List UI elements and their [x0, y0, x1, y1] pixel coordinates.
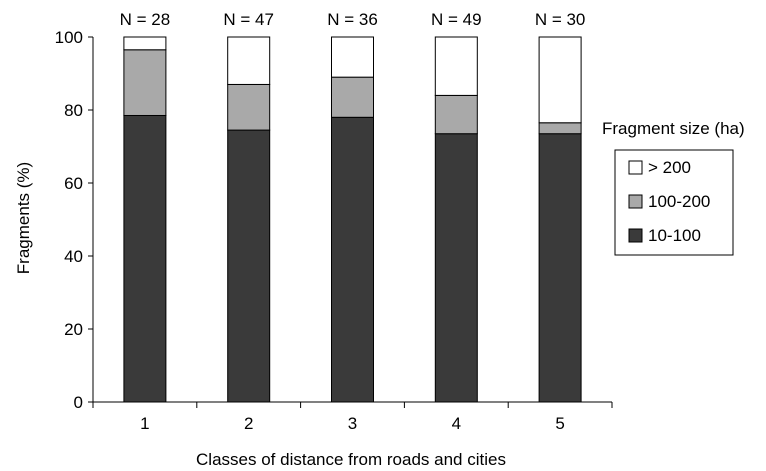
legend-label: 100-200	[648, 192, 710, 211]
legend-items: > 200 100-200 10-100	[628, 158, 710, 245]
legend-swatch	[628, 160, 643, 175]
legend-box	[614, 149, 734, 256]
count-label: N = 47	[223, 10, 274, 29]
y-tick-label: 100	[55, 28, 83, 47]
axes-layer	[88, 36, 613, 408]
bar-segment-2-class-4	[434, 94, 478, 135]
bar-segment-3-class-4	[434, 36, 478, 96]
x-tick-label: 3	[348, 414, 357, 433]
legend-label: > 200	[648, 158, 691, 177]
bar-segment-3-class-2	[227, 36, 271, 85]
bar-segment-2-class-2	[227, 83, 271, 131]
y-tick-label: 0	[74, 393, 83, 412]
legend-swatch	[628, 228, 643, 243]
y-tick-label: 80	[64, 101, 83, 120]
bar-segment-2-class-5	[538, 122, 582, 135]
y-tick-label: 60	[64, 174, 83, 193]
legend-label: 10-100	[648, 226, 701, 245]
x-tick-label: 1	[140, 414, 149, 433]
bar-segment-1-class-3	[331, 116, 374, 403]
x-tick-label: 2	[244, 414, 253, 433]
bar-segment-3-class-5	[538, 36, 582, 124]
bar-segment-1-class-2	[227, 129, 271, 403]
bar-segment-1-class-1	[123, 114, 167, 403]
bar-segment-3-class-1	[123, 36, 167, 51]
x-axis-title: Classes of distance from roads and citie…	[196, 450, 506, 469]
legend-swatch	[628, 194, 643, 209]
x-tick-label: 5	[555, 414, 564, 433]
y-tick-label: 40	[64, 247, 83, 266]
count-label: N = 36	[327, 10, 378, 29]
bar-segment-1-class-5	[538, 133, 582, 403]
y-tick-label: 20	[64, 320, 83, 339]
bar-segment-1-class-4	[434, 133, 478, 403]
bars-layer	[123, 36, 582, 403]
bar-segment-3-class-3	[331, 36, 374, 78]
legend-title: Fragment size (ha)	[602, 119, 745, 138]
x-tick-label: 4	[452, 414, 461, 433]
count-label: N = 49	[431, 10, 482, 29]
bar-segment-2-class-3	[331, 76, 374, 118]
bar-segment-2-class-1	[123, 49, 167, 116]
count-label: N = 30	[535, 10, 586, 29]
labels-layer: N = 28 1 N = 47 2 N = 36 3 N = 49 4 N = 30 5 0 20 40…	[55, 10, 586, 433]
legend: Fragment size (ha) > 200 100-200 10-100	[602, 119, 745, 256]
count-label: N = 28	[120, 10, 171, 29]
y-axis-title: Fragments (%)	[14, 162, 33, 274]
